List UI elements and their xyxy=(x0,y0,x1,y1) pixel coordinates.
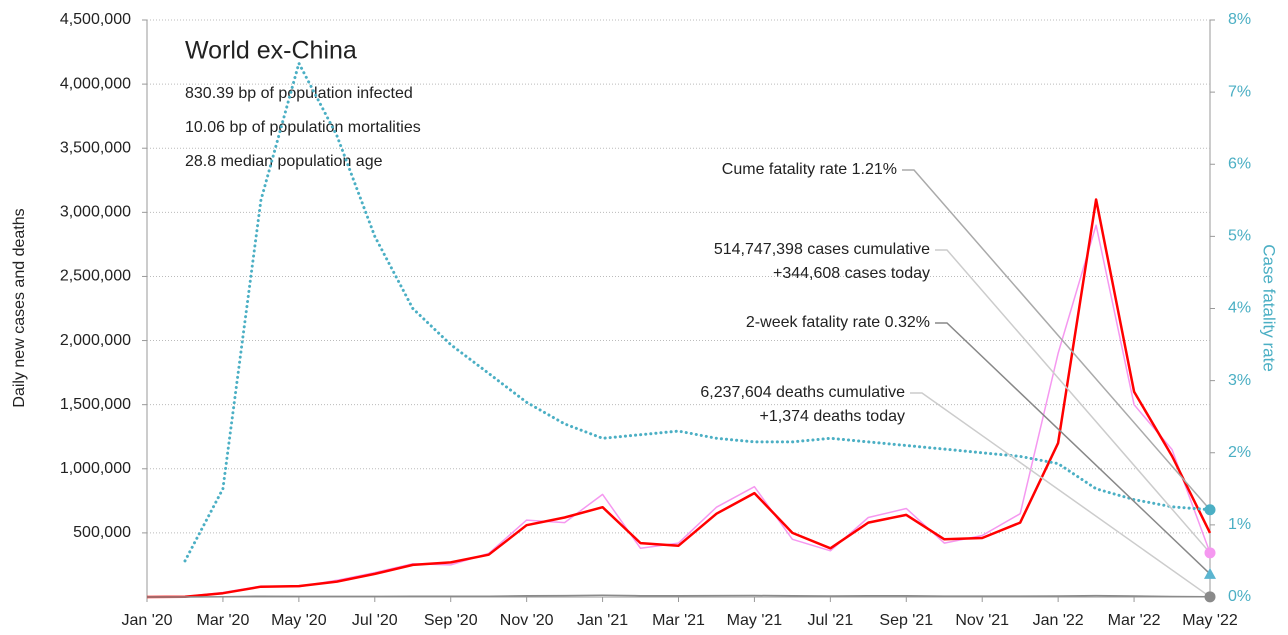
end-marker xyxy=(1204,591,1216,603)
y2-tick-label: 2% xyxy=(1228,444,1251,461)
y-axis-label: Daily new cases and deaths xyxy=(11,208,28,407)
y2-tick-label: 0% xyxy=(1228,588,1251,605)
x-tick-label: May '21 xyxy=(727,612,783,629)
y2-tick-label: 4% xyxy=(1228,300,1251,317)
y2-axis-label: Case fatality rate xyxy=(1260,244,1279,372)
x-tick-label: Mar '21 xyxy=(652,612,705,629)
x-tick-label: Mar '20 xyxy=(196,612,249,629)
subtitle: 830.39 bp of population infected xyxy=(185,85,413,102)
subtitle: 28.8 median population age xyxy=(185,153,383,170)
y2-tick-label: 6% xyxy=(1228,155,1251,172)
x-tick-label: Jul '21 xyxy=(807,612,853,629)
series-line xyxy=(146,224,1211,598)
y-tick-label: 4,500,000 xyxy=(60,11,131,28)
annotation: 6,237,604 deaths cumulative xyxy=(700,384,905,401)
x-tick-label: Mar '22 xyxy=(1108,612,1161,629)
leader-line xyxy=(935,322,1211,575)
x-tick-label: Jul '20 xyxy=(352,612,398,629)
y2-tick-label: 5% xyxy=(1228,228,1251,245)
end-marker xyxy=(1204,547,1216,559)
chart-title: World ex-China xyxy=(185,37,357,65)
y-tick-label: 1,500,000 xyxy=(60,396,131,413)
y-tick-label: 2,000,000 xyxy=(60,332,131,349)
x-tick-label: May '22 xyxy=(1182,612,1238,629)
series-line xyxy=(147,594,1211,598)
y2-tick-label: 7% xyxy=(1228,83,1251,100)
subtitle: 10.06 bp of population mortalities xyxy=(185,119,421,136)
annotation: Cume fatality rate 1.21% xyxy=(722,161,897,178)
end-marker xyxy=(1204,567,1216,579)
y2-tick-label: 8% xyxy=(1228,11,1251,28)
annotation: +1,374 deaths today xyxy=(760,408,905,425)
x-tick-label: May '20 xyxy=(271,612,327,629)
series-line xyxy=(183,61,1212,563)
annotation: +344,608 cases today xyxy=(773,265,930,282)
x-tick-label: Sep '21 xyxy=(879,612,933,629)
y-tick-label: 2,500,000 xyxy=(60,268,131,285)
annotation: 514,747,398 cases cumulative xyxy=(714,241,930,258)
x-tick-label: Sep '20 xyxy=(424,612,478,629)
y-tick-label: 3,000,000 xyxy=(60,204,131,221)
y-tick-label: 1,000,000 xyxy=(60,460,131,477)
x-tick-label: Jan '20 xyxy=(121,612,172,629)
leader-line xyxy=(935,249,1211,554)
y-tick-label: 4,000,000 xyxy=(60,75,131,92)
y2-tick-label: 1% xyxy=(1228,516,1251,533)
y-tick-label: 500,000 xyxy=(73,524,131,541)
annotation: 2-week fatality rate 0.32% xyxy=(746,314,930,331)
end-marker xyxy=(1204,504,1216,516)
leader-line xyxy=(910,392,1211,598)
x-tick-label: Nov '20 xyxy=(500,612,554,629)
x-tick-label: Nov '21 xyxy=(955,612,1009,629)
x-tick-label: Jan '21 xyxy=(577,612,628,629)
y-tick-label: 3,500,000 xyxy=(60,139,131,156)
series-line xyxy=(146,198,1212,599)
x-tick-label: Jan '22 xyxy=(1033,612,1084,629)
leader-line xyxy=(902,169,1211,511)
y2-tick-label: 3% xyxy=(1228,372,1251,389)
